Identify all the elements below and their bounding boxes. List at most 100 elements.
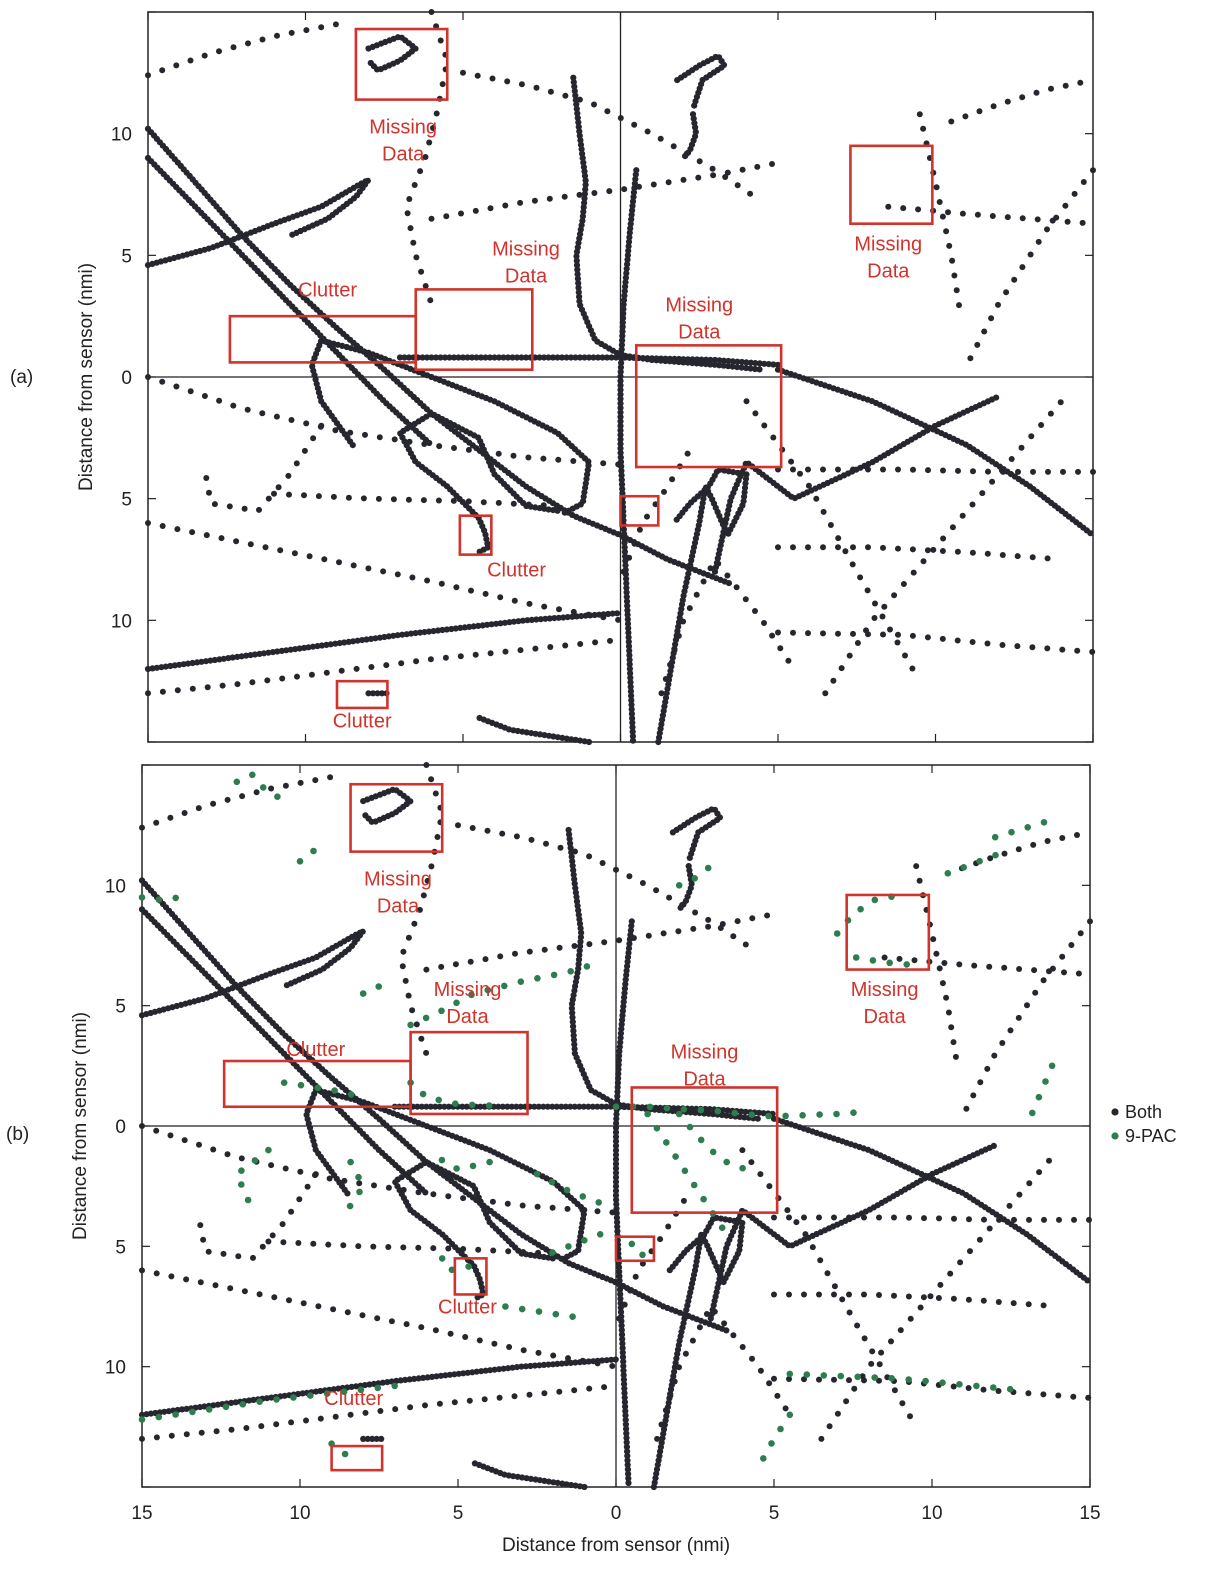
data-point — [619, 332, 626, 340]
data-point — [843, 1398, 850, 1405]
data-point — [475, 622, 482, 630]
data-point — [599, 860, 606, 866]
data-point — [391, 1382, 399, 1390]
data-point — [505, 1248, 512, 1255]
data-point — [546, 195, 553, 202]
data-point — [230, 44, 237, 51]
data-point — [585, 611, 592, 618]
data-point — [974, 341, 981, 348]
data-point — [626, 665, 634, 672]
data-point — [404, 210, 411, 217]
data-point — [661, 488, 667, 495]
data-point — [473, 1368, 480, 1375]
data-point — [570, 608, 577, 615]
data-point — [458, 210, 464, 217]
data-point — [981, 328, 988, 335]
data-point — [497, 594, 504, 601]
data-point — [623, 270, 630, 277]
data-point — [534, 975, 541, 982]
data-point — [1077, 930, 1084, 937]
data-point — [756, 360, 763, 367]
data-point — [243, 1425, 250, 1431]
data-point — [907, 1413, 913, 1420]
data-point — [621, 1381, 628, 1388]
data-point — [601, 1384, 608, 1391]
track — [197, 1171, 319, 1261]
data-point — [392, 1406, 399, 1413]
data-point — [296, 858, 304, 865]
data-point — [839, 1296, 846, 1303]
data-point — [620, 1367, 627, 1374]
track — [770, 1115, 1091, 1284]
data-point — [760, 1110, 767, 1117]
track — [654, 1308, 789, 1442]
data-point — [1041, 1216, 1047, 1223]
data-point — [835, 630, 841, 637]
data-point — [833, 1110, 840, 1118]
data-point — [695, 174, 702, 181]
data-point — [943, 994, 950, 1001]
data-point — [432, 1103, 439, 1110]
data-point — [543, 840, 549, 847]
data-point — [742, 941, 749, 948]
track — [775, 544, 1051, 562]
data-point — [913, 863, 920, 870]
data-point — [617, 1034, 624, 1041]
data-point — [956, 961, 963, 968]
data-point — [307, 1392, 314, 1399]
data-point — [628, 216, 635, 223]
data-point — [626, 554, 633, 561]
data-point — [465, 1263, 472, 1270]
data-point — [534, 1203, 541, 1210]
data-point — [576, 96, 583, 103]
data-point — [915, 206, 922, 213]
data-point — [466, 623, 473, 631]
data-point — [303, 1417, 309, 1424]
data-point — [738, 1108, 745, 1115]
data-point — [743, 398, 750, 405]
track — [881, 954, 1082, 977]
annotation-box — [453, 1257, 488, 1296]
data-point — [273, 413, 280, 420]
data-point — [730, 933, 737, 940]
data-point — [627, 683, 634, 690]
data-point — [653, 357, 660, 364]
data-point — [939, 635, 946, 642]
data-point — [391, 436, 398, 443]
data-point — [1019, 94, 1026, 101]
data-point — [617, 364, 625, 371]
data-point — [854, 640, 861, 646]
data-point — [621, 186, 628, 193]
data-point — [891, 1387, 898, 1394]
data-point — [785, 657, 792, 664]
data-point — [450, 354, 458, 361]
data-point — [556, 606, 562, 613]
annotation-line: Missing — [851, 979, 919, 1001]
data-point — [827, 522, 834, 528]
data-point — [820, 1372, 828, 1379]
data-point — [730, 1332, 737, 1339]
data-point — [1006, 1385, 1014, 1393]
data-point — [653, 1124, 661, 1132]
data-point — [710, 172, 717, 179]
data-point — [428, 776, 435, 783]
data-point — [690, 925, 697, 932]
data-point — [222, 1403, 230, 1411]
data-point — [697, 1136, 705, 1144]
data-point — [564, 1205, 571, 1212]
data-point — [680, 1106, 688, 1113]
track — [675, 864, 712, 889]
data-point — [625, 243, 632, 250]
data-point — [1001, 964, 1008, 971]
data-point — [799, 1112, 806, 1119]
data-point — [742, 1108, 749, 1115]
data-point — [989, 213, 996, 219]
data-point — [425, 628, 433, 635]
annotation-line: Missing — [364, 868, 432, 890]
track — [233, 771, 281, 800]
annotation-line: Missing — [854, 233, 922, 255]
data-point — [623, 972, 630, 979]
panel-label: (b) — [6, 1124, 29, 1145]
data-point — [571, 1387, 578, 1394]
data-point — [605, 610, 612, 618]
